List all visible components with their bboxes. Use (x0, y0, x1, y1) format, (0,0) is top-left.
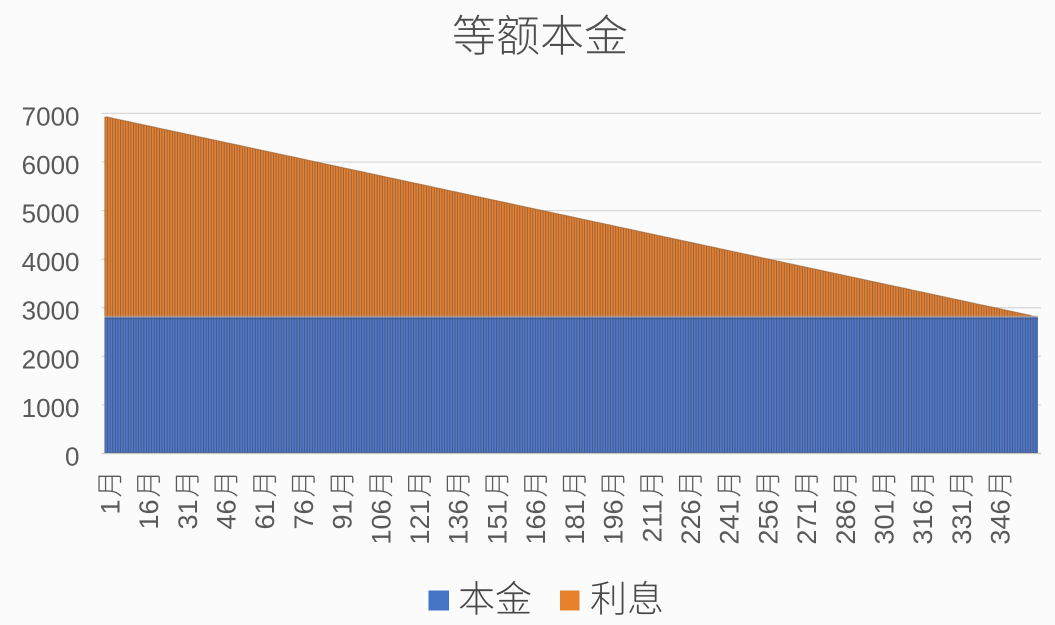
svg-text:316: 316 (908, 500, 938, 545)
svg-text:46: 46 (212, 500, 242, 530)
svg-text:31: 31 (173, 500, 203, 530)
svg-text:256: 256 (753, 500, 783, 545)
svg-text:0: 0 (65, 442, 79, 472)
svg-text:181: 181 (560, 500, 590, 545)
svg-text:106: 106 (366, 500, 396, 545)
svg-text:166: 166 (521, 500, 551, 545)
svg-text:3000: 3000 (22, 296, 80, 326)
svg-text:76: 76 (289, 500, 319, 530)
svg-text:211: 211 (637, 500, 667, 543)
svg-text:196: 196 (599, 500, 629, 545)
svg-text:151: 151 (482, 500, 512, 545)
svg-text:4000: 4000 (22, 247, 80, 277)
svg-text:16: 16 (134, 500, 164, 530)
svg-text:2000: 2000 (22, 344, 80, 374)
svg-text:241: 241 (715, 500, 745, 545)
svg-text:91: 91 (328, 500, 358, 530)
svg-text:61: 61 (250, 500, 280, 530)
svg-text:5000: 5000 (22, 199, 80, 229)
svg-text:121: 121 (405, 500, 435, 545)
svg-text:331: 331 (947, 500, 977, 545)
svg-text:7000: 7000 (22, 101, 80, 131)
svg-text:136: 136 (444, 500, 474, 545)
svg-text:346: 346 (986, 500, 1016, 545)
svg-text:226: 226 (676, 500, 706, 545)
svg-text:6000: 6000 (22, 150, 80, 180)
svg-text:1: 1 (95, 500, 125, 515)
svg-text:271: 271 (792, 500, 822, 545)
svg-text:286: 286 (831, 500, 861, 545)
svg-text:1000: 1000 (22, 393, 80, 423)
svg-text:301: 301 (869, 500, 899, 545)
